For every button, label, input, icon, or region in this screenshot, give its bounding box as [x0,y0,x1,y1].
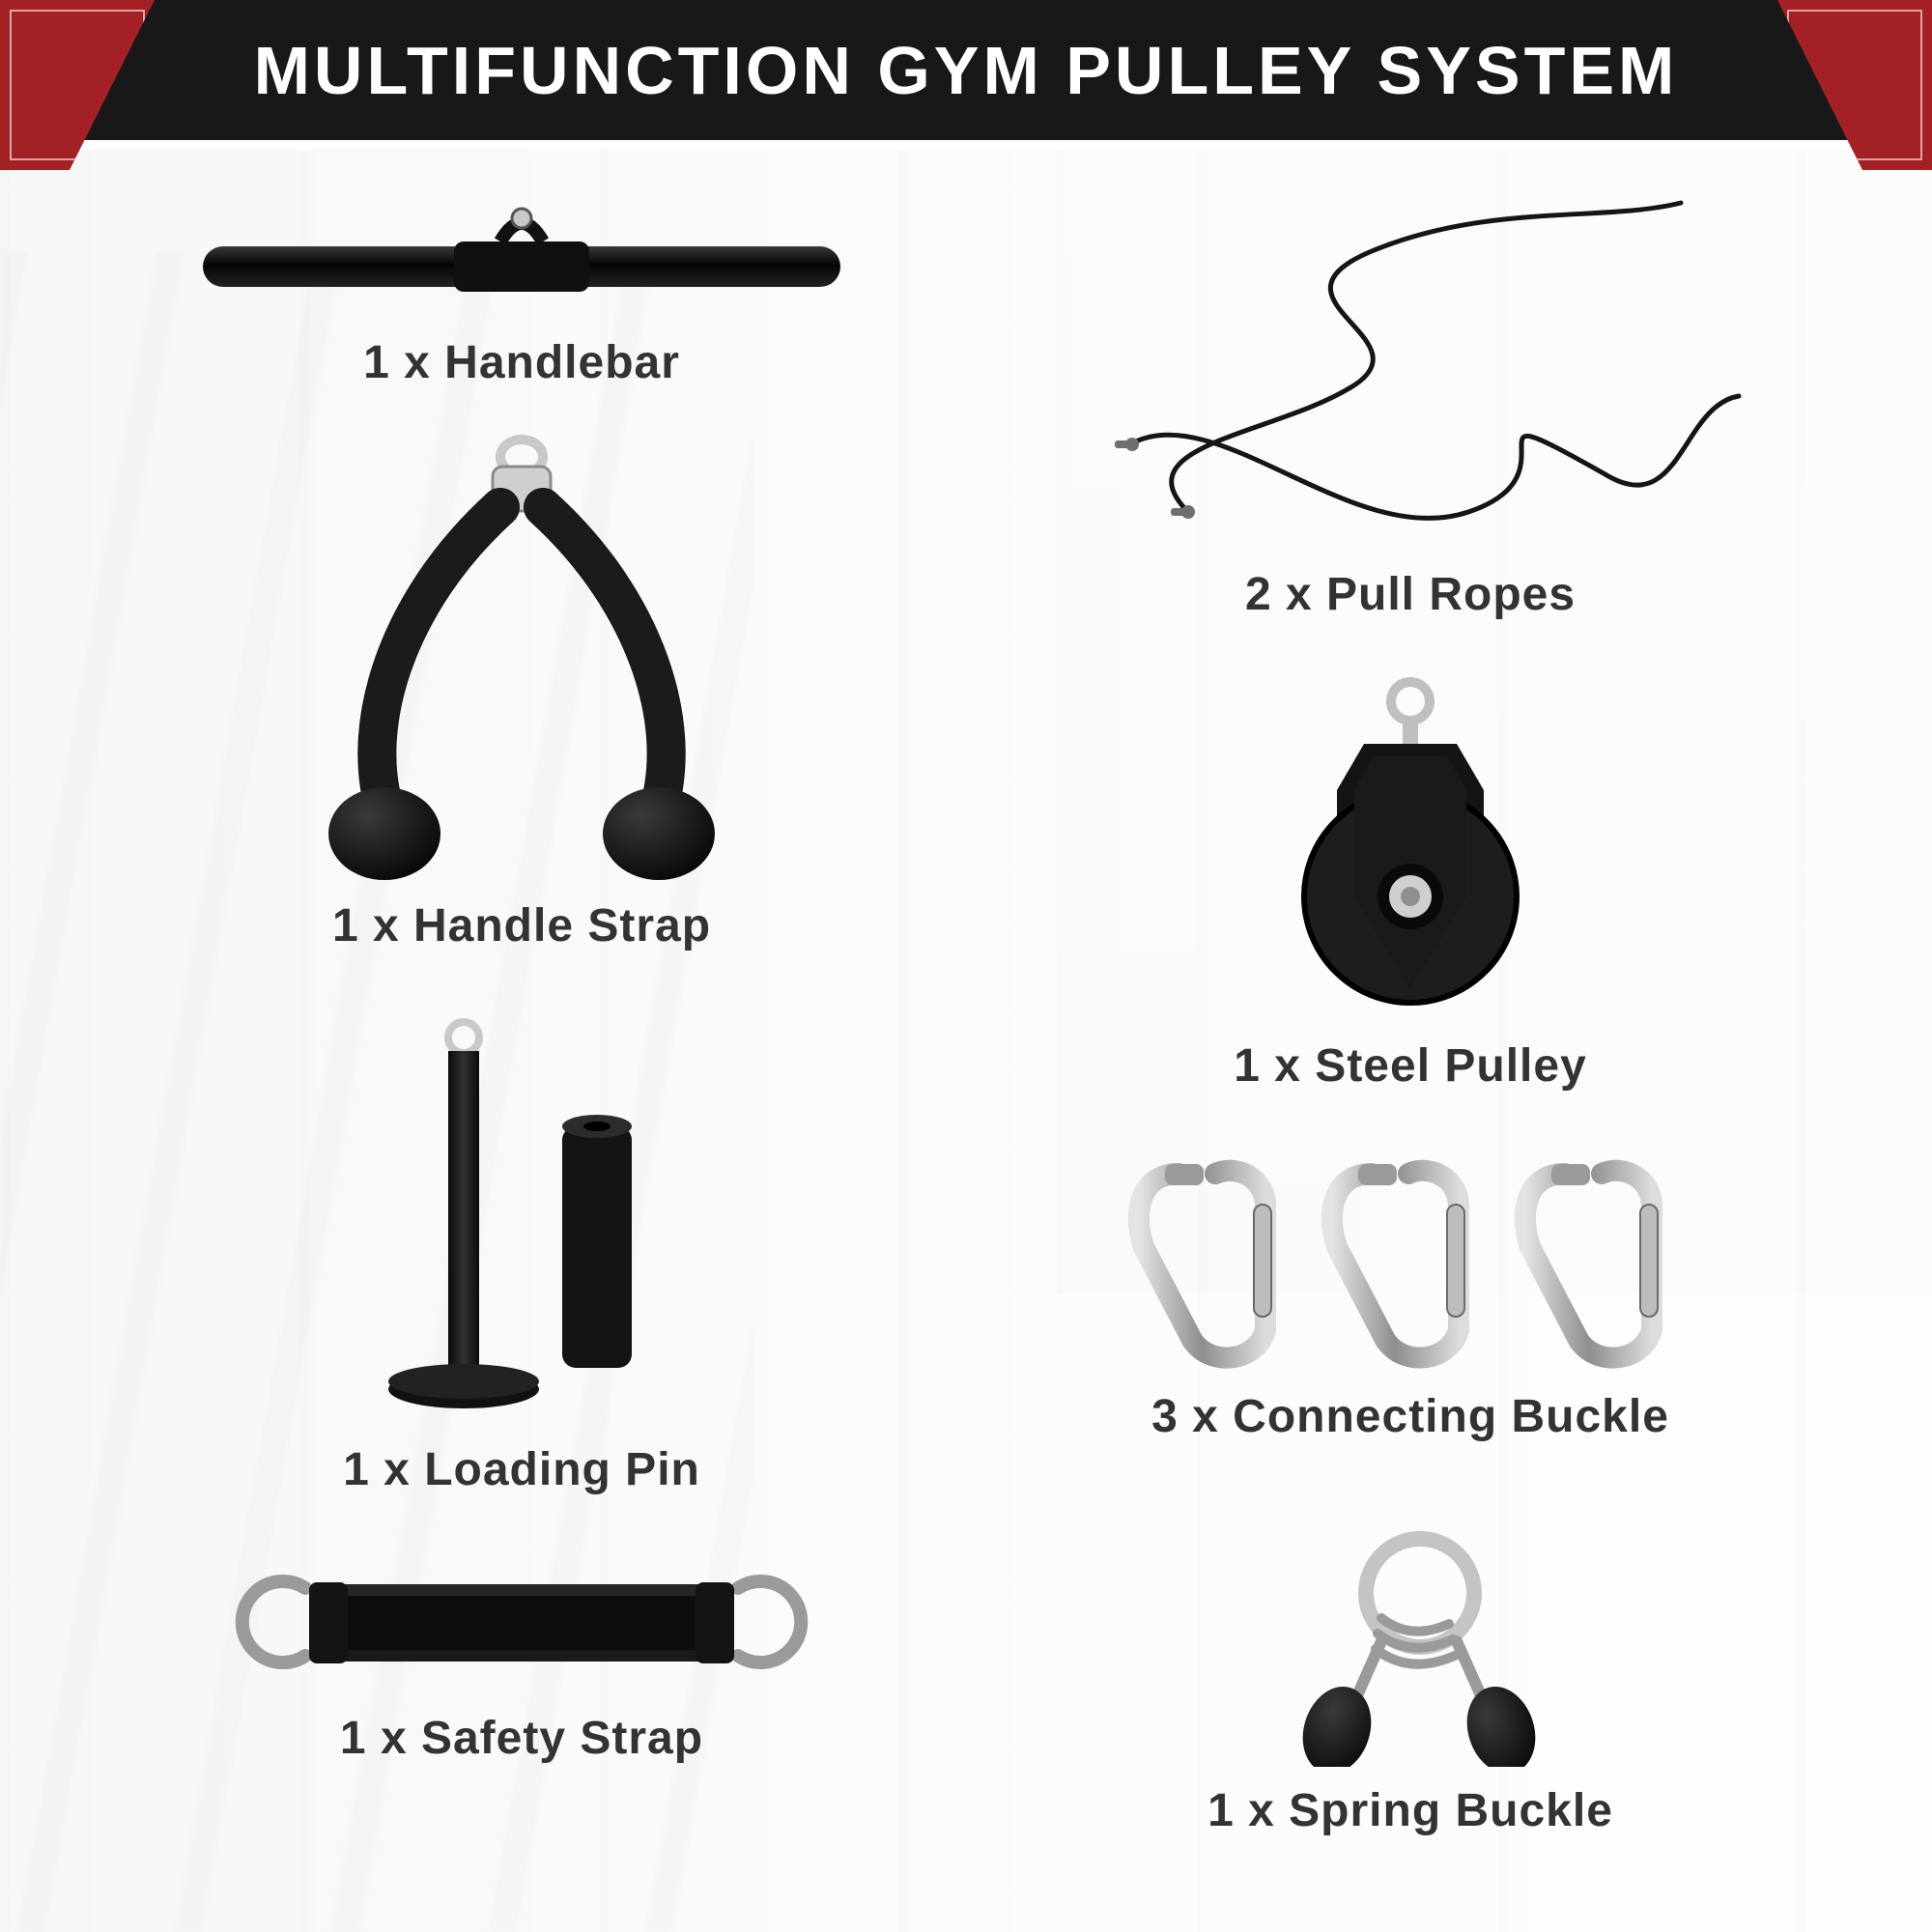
items-grid: 1 x Handlebar [0,193,1932,1932]
banner-divider [0,140,1932,150]
item-handle-strap: 1 x Handle Strap [251,428,792,952]
safety-strap-label: 1 x Safety Strap [340,1712,703,1765]
handle-strap-label: 1 x Handle Strap [332,899,711,952]
pull-ropes-icon [1063,193,1758,551]
item-safety-strap: 1 x Safety Strap [213,1549,831,1765]
header: MULTIFUNCTION GYM PULLEY SYSTEM [0,0,1932,174]
item-steel-pulley: 1 x Steel Pulley [1234,674,1587,1093]
column-right: 2 x Pull Ropes 1 x Steel Pulley [1005,193,1816,1903]
handlebar-label: 1 x Handlebar [363,336,680,389]
connecting-buckle-label: 3 x Connecting Buckle [1151,1390,1669,1443]
safety-strap-icon [213,1549,831,1694]
page-title: MULTIFUNCTION GYM PULLEY SYSTEM [0,0,1932,140]
item-pull-ropes: 2 x Pull Ropes [1063,193,1758,621]
loading-pin-label: 1 x Loading Pin [343,1443,700,1496]
spring-buckle-icon [1236,1525,1584,1767]
item-connecting-buckle: 3 x Connecting Buckle [1121,1151,1700,1443]
item-handlebar: 1 x Handlebar [184,193,860,389]
handle-strap-icon [251,428,792,882]
item-spring-buckle: 1 x Spring Buckle [1208,1525,1613,1837]
item-loading-pin: 1 x Loading Pin [319,1010,724,1496]
connecting-buckle-icon [1121,1151,1700,1373]
column-left: 1 x Handlebar [116,193,927,1903]
steel-pulley-icon [1256,674,1565,1022]
spring-buckle-label: 1 x Spring Buckle [1208,1784,1613,1837]
handlebar-icon [184,193,860,319]
loading-pin-icon [319,1010,724,1426]
steel-pulley-label: 1 x Steel Pulley [1234,1039,1587,1093]
pull-ropes-label: 2 x Pull Ropes [1245,568,1576,621]
